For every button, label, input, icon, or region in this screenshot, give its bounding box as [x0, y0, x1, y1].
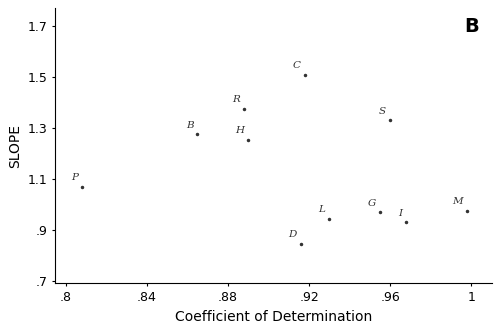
Text: S: S: [379, 107, 386, 116]
Text: H: H: [235, 126, 244, 135]
Text: I: I: [398, 209, 402, 218]
Y-axis label: SLOPE: SLOPE: [8, 124, 22, 168]
Text: D: D: [288, 230, 297, 239]
Text: L: L: [318, 205, 326, 214]
Text: M: M: [452, 197, 464, 206]
Text: R: R: [232, 95, 240, 104]
Text: P: P: [70, 173, 78, 182]
Text: C: C: [293, 61, 301, 70]
Text: G: G: [368, 199, 376, 208]
X-axis label: Coefficient of Determination: Coefficient of Determination: [175, 310, 372, 324]
Text: B: B: [186, 121, 194, 130]
Text: B: B: [464, 17, 478, 36]
